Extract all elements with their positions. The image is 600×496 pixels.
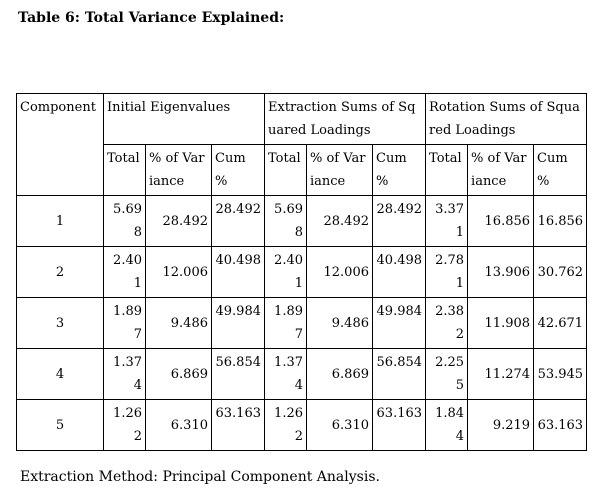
extraction-pct-cell: 6.869 xyxy=(306,348,373,400)
initial-total-cell: 1.262 xyxy=(103,399,146,451)
component-cell: 5 xyxy=(16,399,104,451)
extraction-cum-cell: 56.854 xyxy=(371,348,427,400)
rotation-cum-cell: 63.163 xyxy=(533,399,588,451)
component-header: Component xyxy=(16,93,104,196)
initial-cum-cell: 40.498 xyxy=(211,246,265,298)
extraction-cum-cell: 49.984 xyxy=(371,297,427,349)
table-row: 5 1.262 6.310 63.163 1.262 6.310 63.163 … xyxy=(16,399,588,451)
rotation-pct-cell: 11.908 xyxy=(467,297,535,349)
variance-table: Component Initial Eigenvalues Extraction… xyxy=(16,93,588,451)
initial-pct-header: % of Variance xyxy=(145,144,212,196)
component-cell: 2 xyxy=(16,246,104,298)
rotation-cum-cell: 42.671 xyxy=(533,297,588,349)
rotation-total-cell: 2.382 xyxy=(425,297,469,349)
initial-cum-cell: 28.492 xyxy=(211,195,265,247)
header-row-subcolumns: Total % of Variance Cum % Total % of Var… xyxy=(17,144,588,196)
extraction-total-cell: 1.374 xyxy=(264,348,307,400)
initial-cum-cell: 49.984 xyxy=(211,297,265,349)
rotation-cum-cell: 16.856 xyxy=(533,195,588,247)
extraction-total-cell: 1.262 xyxy=(264,399,307,451)
rotation-cum-cell: 53.945 xyxy=(533,348,588,400)
table-row: 4 1.374 6.869 56.854 1.374 6.869 56.854 … xyxy=(16,348,588,400)
extraction-total-cell: 1.897 xyxy=(264,297,307,349)
initial-pct-cell: 6.310 xyxy=(145,399,212,451)
rotation-cum-cell: 30.762 xyxy=(533,246,588,298)
extraction-total-header: Total xyxy=(264,144,307,196)
initial-pct-cell: 28.492 xyxy=(145,195,212,247)
component-cell: 3 xyxy=(16,297,104,349)
rotation-pct-header: % of Variance xyxy=(467,144,535,196)
initial-total-cell: 2.401 xyxy=(103,246,146,298)
extraction-pct-cell: 9.486 xyxy=(306,297,373,349)
extraction-header: Extraction Sums of Squared Loadings xyxy=(263,93,427,145)
extraction-method-note: Extraction Method: Principal Component A… xyxy=(20,469,380,485)
table-caption: Table 6: Total Variance Explained: xyxy=(18,10,285,26)
initial-cum-cell: 63.163 xyxy=(211,399,265,451)
extraction-total-cell: 5.698 xyxy=(264,195,307,247)
rotation-total-header: Total xyxy=(425,144,469,196)
extraction-cum-cell: 28.492 xyxy=(371,195,427,247)
extraction-cum-cell: 63.163 xyxy=(371,399,427,451)
initial-total-cell: 1.897 xyxy=(103,297,146,349)
initial-pct-cell: 6.869 xyxy=(145,348,212,400)
rotation-pct-cell: 16.856 xyxy=(467,195,535,247)
component-cell: 4 xyxy=(16,348,104,400)
rotation-header: Rotation Sums of Squared Loadings xyxy=(425,93,588,145)
initial-pct-cell: 12.006 xyxy=(145,246,212,298)
extraction-pct-cell: 6.310 xyxy=(306,399,373,451)
extraction-pct-cell: 12.006 xyxy=(306,246,373,298)
initial-total-cell: 1.374 xyxy=(103,348,146,400)
initial-cum-cell: 56.854 xyxy=(211,348,265,400)
initial-cum-header: Cum % xyxy=(211,144,265,196)
rotation-pct-cell: 11.274 xyxy=(467,348,535,400)
initial-total-header: Total xyxy=(103,144,146,196)
rotation-total-cell: 2.781 xyxy=(425,246,469,298)
rotation-total-cell: 3.371 xyxy=(425,195,469,247)
rotation-pct-cell: 13.906 xyxy=(467,246,535,298)
extraction-pct-cell: 28.492 xyxy=(306,195,373,247)
initial-total-cell: 5.698 xyxy=(103,195,146,247)
component-cell: 1 xyxy=(16,195,104,247)
initial-eigenvalues-header: Initial Eigenvalues xyxy=(103,93,265,145)
initial-pct-cell: 9.486 xyxy=(145,297,212,349)
rotation-cum-header: Cum % xyxy=(533,144,588,196)
extraction-total-cell: 2.401 xyxy=(264,246,307,298)
extraction-cum-cell: 40.498 xyxy=(371,246,427,298)
table-row: 3 1.897 9.486 49.984 1.897 9.486 49.984 … xyxy=(16,297,588,349)
rotation-total-cell: 1.844 xyxy=(425,399,469,451)
rotation-total-cell: 2.255 xyxy=(425,348,469,400)
table-row: 1 5.698 28.492 28.492 5.698 28.492 28.49… xyxy=(16,195,588,247)
header-row-groups: Component Initial Eigenvalues Extraction… xyxy=(16,93,588,196)
extraction-pct-header: % of Variance xyxy=(306,144,373,196)
rotation-pct-cell: 9.219 xyxy=(467,399,535,451)
extraction-cum-header: Cum % xyxy=(371,144,427,196)
table-row: 2 2.401 12.006 40.498 2.401 12.006 40.49… xyxy=(16,246,588,298)
